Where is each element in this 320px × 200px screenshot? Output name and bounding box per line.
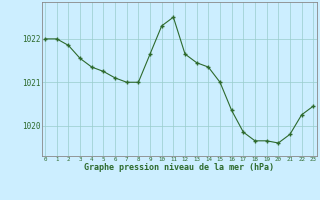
X-axis label: Graphe pression niveau de la mer (hPa): Graphe pression niveau de la mer (hPa)	[84, 163, 274, 172]
